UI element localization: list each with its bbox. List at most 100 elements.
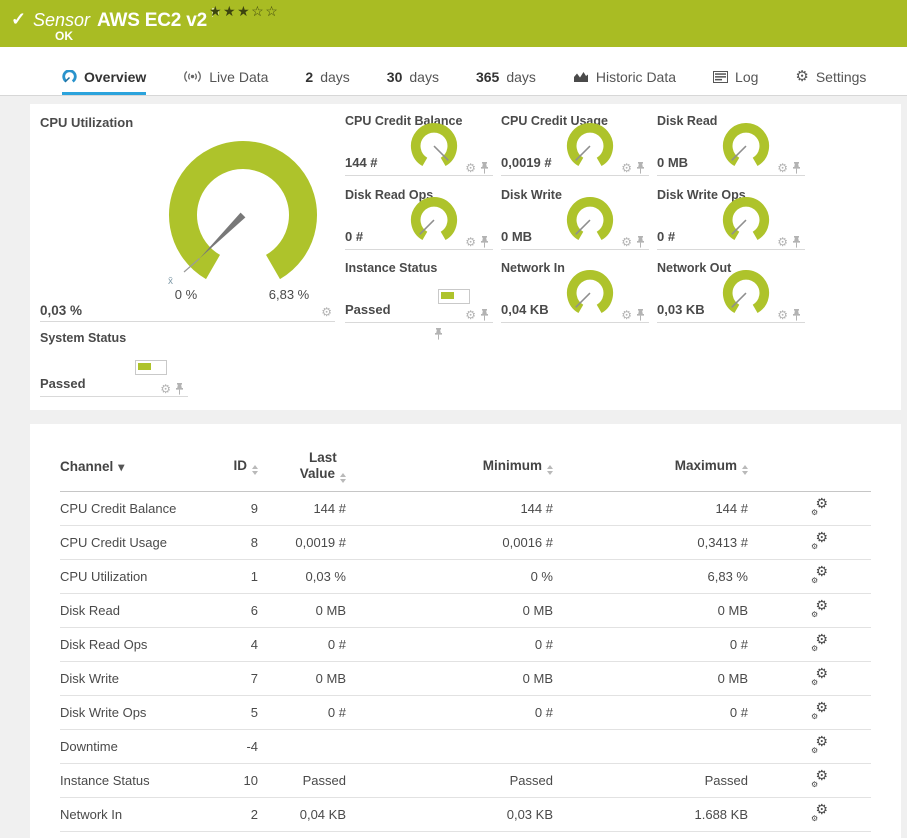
channel-settings-icon[interactable]: ⚙ ⚙ bbox=[811, 665, 828, 688]
gear-icon[interactable]: ⚙ bbox=[465, 308, 476, 322]
tile-tools: ⚙ bbox=[621, 309, 645, 321]
table-header: Channel ▾ ID Last Value Minimum Maximum bbox=[60, 450, 871, 493]
pin-icon[interactable] bbox=[792, 309, 801, 321]
pin-icon[interactable] bbox=[434, 328, 443, 340]
col-last-value[interactable]: Last Value bbox=[299, 450, 346, 484]
gauge bbox=[566, 270, 614, 314]
divider bbox=[657, 322, 805, 323]
gauge-tile-disk-read-ops[interactable]: Disk Read Ops 0 # ⚙ bbox=[345, 188, 493, 250]
col-label: Value bbox=[299, 466, 335, 482]
pin-icon[interactable] bbox=[636, 162, 645, 174]
tab-label: Historic Data bbox=[595, 68, 677, 85]
col-channel[interactable]: Channel ▾ bbox=[60, 459, 124, 474]
tab-historic-data[interactable]: Historic Data bbox=[573, 61, 676, 95]
channel-settings-icon[interactable]: ⚙ ⚙ bbox=[811, 563, 828, 586]
col-maximum[interactable]: Maximum bbox=[675, 458, 748, 476]
channel-last-value: 0,0019 # bbox=[295, 535, 346, 551]
channel-name[interactable]: CPU Credit Usage bbox=[60, 535, 167, 551]
gauge-tile-instance-status[interactable]: Instance Status Passed ⚙ bbox=[345, 261, 493, 323]
gauge-tile-disk-write-ops[interactable]: Disk Write Ops 0 # ⚙ bbox=[657, 188, 805, 250]
gauge: x̄ bbox=[168, 141, 317, 287]
col-label: Last bbox=[308, 450, 337, 465]
channel-settings-icon[interactable]: ⚙ ⚙ bbox=[811, 733, 828, 756]
channel-name[interactable]: Disk Write Ops bbox=[60, 705, 147, 721]
flag-icon[interactable]: ⚐ bbox=[209, 6, 221, 20]
channel-id: 9 bbox=[250, 501, 258, 517]
tile-tools: ⚙ bbox=[621, 236, 645, 248]
tile-value: 0,04 KB bbox=[501, 302, 549, 317]
channel-settings-icon[interactable]: ⚙ ⚙ bbox=[811, 801, 828, 824]
channel-maximum: 6,83 % bbox=[707, 569, 748, 585]
sort-icon bbox=[547, 465, 553, 476]
pin-icon[interactable] bbox=[636, 236, 645, 248]
col-id[interactable]: ID bbox=[234, 458, 258, 476]
gauge-max-label: 6,83 % bbox=[268, 287, 310, 302]
channel-name[interactable]: Disk Write bbox=[60, 671, 119, 687]
tab-30-days[interactable]: 30 days bbox=[387, 61, 439, 95]
gauge-tile-network-in[interactable]: Network In 0,04 KB ⚙ bbox=[501, 261, 649, 323]
gear-icon[interactable]: ⚙ bbox=[160, 382, 171, 396]
gear-icon[interactable]: ⚙ bbox=[777, 161, 788, 175]
channel-name[interactable]: Network In bbox=[60, 807, 123, 823]
channel-settings-icon[interactable]: ⚙ ⚙ bbox=[811, 699, 828, 722]
gauge-tile-cpu-utilization[interactable]: CPU Utilization x̄ 0 % 6,83 % 0,03 % ⚙ bbox=[40, 115, 443, 340]
priority-stars[interactable]: ★★★☆☆ bbox=[209, 3, 279, 20]
channel-name[interactable]: CPU Credit Balance bbox=[60, 501, 177, 517]
gear-icon[interactable]: ⚙ bbox=[621, 235, 632, 249]
gear-icon[interactable]: ⚙ bbox=[465, 235, 476, 249]
channel-last-value: 0,04 KB bbox=[299, 807, 346, 823]
divider bbox=[501, 249, 649, 250]
channel-name[interactable]: Instance Status bbox=[60, 773, 150, 789]
tile-title: Network In bbox=[501, 261, 565, 275]
tile-title: Disk Read bbox=[657, 114, 718, 128]
tile-title: System Status bbox=[40, 331, 127, 345]
gauge-tile-disk-read[interactable]: Disk Read 0 MB ⚙ bbox=[657, 114, 805, 176]
tab-2-days[interactable]: 2 days bbox=[305, 61, 349, 95]
gear-icon[interactable]: ⚙ bbox=[621, 308, 632, 322]
pin-icon[interactable] bbox=[792, 236, 801, 248]
table-row: Disk Write Ops 5 0 # 0 # 0 # ⚙ ⚙ bbox=[60, 696, 871, 731]
tile-value: 0,03 % bbox=[40, 303, 83, 318]
channel-settings-icon[interactable]: ⚙ ⚙ bbox=[811, 767, 828, 790]
channel-name[interactable]: CPU Utilization bbox=[60, 569, 148, 585]
channel-settings-icon[interactable]: ⚙ ⚙ bbox=[811, 631, 828, 654]
gear-icon[interactable]: ⚙ bbox=[321, 305, 332, 319]
tab-365-days[interactable]: 365 days bbox=[476, 61, 536, 95]
channel-name[interactable]: Disk Read Ops bbox=[60, 637, 148, 653]
col-minimum[interactable]: Minimum bbox=[483, 458, 553, 476]
table-row: Instance Status 10 Passed Passed Passed … bbox=[60, 764, 871, 799]
channel-name[interactable]: Downtime bbox=[60, 739, 118, 755]
gauge bbox=[566, 197, 614, 241]
channel-settings-icon[interactable]: ⚙ ⚙ bbox=[811, 495, 828, 518]
gauge-tile-system-status[interactable]: System Status Passed ⚙ bbox=[40, 331, 188, 397]
pin-icon[interactable] bbox=[636, 309, 645, 321]
tab-log[interactable]: Log bbox=[713, 61, 758, 95]
channel-settings-icon[interactable]: ⚙ ⚙ bbox=[811, 529, 828, 552]
pin-icon[interactable] bbox=[792, 162, 801, 174]
pin-icon[interactable] bbox=[480, 309, 489, 321]
pin-icon[interactable] bbox=[480, 162, 489, 174]
channel-name[interactable]: Disk Read bbox=[60, 603, 120, 619]
channel-id: -4 bbox=[246, 739, 258, 755]
tab-overview[interactable]: Overview bbox=[62, 61, 147, 95]
sensor-kind-label: Sensor bbox=[33, 10, 91, 30]
pin-icon[interactable] bbox=[480, 236, 489, 248]
gauge-tile-cpu-credit-usage[interactable]: CPU Credit Usage 0,0019 # ⚙ bbox=[501, 114, 649, 176]
gear-icon[interactable]: ⚙ bbox=[465, 161, 476, 175]
table-row: Downtime -4 ⚙ ⚙ bbox=[60, 730, 871, 765]
tile-value: 0 MB bbox=[657, 155, 689, 170]
gauge-tile-cpu-credit-balance[interactable]: CPU Credit Balance 144 # ⚙ bbox=[345, 114, 493, 176]
tab-bar: Overview Live Data 2 days 30 days 365 da… bbox=[0, 47, 907, 96]
tile-title: CPU Utilization bbox=[40, 115, 134, 130]
gear-icon[interactable]: ⚙ bbox=[621, 161, 632, 175]
pin-icon[interactable] bbox=[175, 383, 184, 395]
channel-minimum: 0 % bbox=[530, 569, 553, 585]
tab-live-data[interactable]: Live Data bbox=[183, 61, 268, 95]
gear-icon[interactable]: ⚙ bbox=[777, 235, 788, 249]
gauge-tile-disk-write[interactable]: Disk Write 0 MB ⚙ bbox=[501, 188, 649, 250]
channel-settings-icon[interactable]: ⚙ ⚙ bbox=[811, 597, 828, 620]
gauge-tile-network-out[interactable]: Network Out 0,03 KB ⚙ bbox=[657, 261, 805, 323]
tab-settings[interactable]: ⚙ Settings bbox=[795, 61, 866, 95]
gear-icon[interactable]: ⚙ bbox=[777, 308, 788, 322]
